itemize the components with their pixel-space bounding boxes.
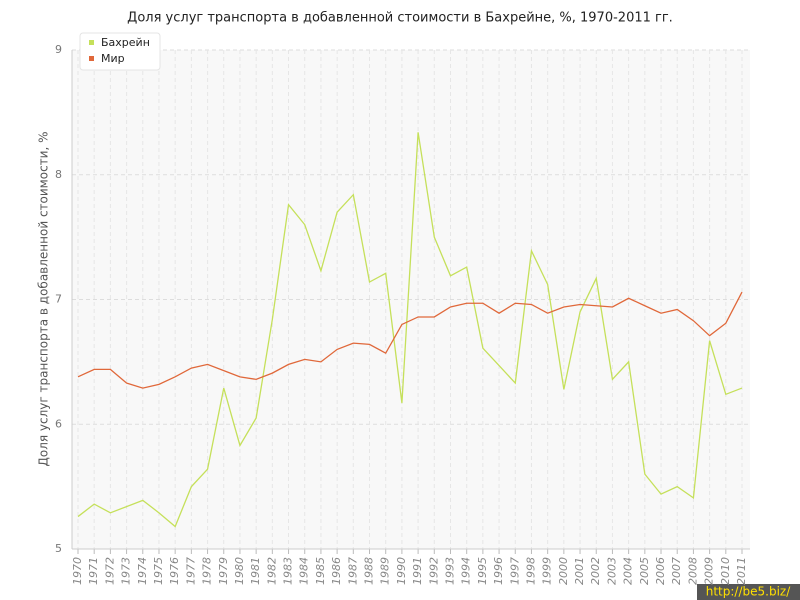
- x-tick-label: 1973: [120, 557, 133, 585]
- legend-label: Бахрейн: [101, 36, 150, 49]
- x-tick-label: 1987: [346, 557, 359, 585]
- x-tick-label: 1975: [152, 557, 165, 585]
- x-tick-label: 2003: [605, 557, 618, 585]
- x-tick-label: 1978: [201, 557, 214, 585]
- x-tick-label: 1979: [217, 557, 230, 585]
- legend-box: [79, 32, 161, 71]
- x-tick-label: 2004: [622, 557, 635, 585]
- x-tick-label: 1992: [427, 557, 440, 585]
- x-tick-label: 2000: [557, 557, 570, 585]
- x-tick-label: 2011: [735, 557, 748, 585]
- y-axis-label: Доля услуг транспорта в добавленной стои…: [37, 132, 51, 467]
- chart-title: Доля услуг транспорта в добавленной стои…: [127, 11, 673, 26]
- x-tick-label: 2010: [719, 557, 732, 585]
- x-tick-label: 1989: [379, 557, 392, 585]
- x-tick-label: 1999: [541, 557, 554, 585]
- x-tick-label: 1994: [460, 557, 473, 585]
- watermark-bg: [697, 584, 800, 600]
- x-tick-label: 2001: [573, 557, 586, 585]
- x-tick-label: 1972: [103, 557, 116, 585]
- y-tick-label: 9: [55, 43, 62, 56]
- x-tick-label: 1996: [492, 557, 505, 585]
- x-tick-label: 1997: [508, 557, 521, 585]
- x-tick-label: 2002: [589, 557, 602, 585]
- y-tick-label: 5: [55, 542, 62, 555]
- x-tick-label: 1995: [476, 557, 489, 585]
- x-tick-label: 1990: [395, 557, 408, 585]
- series-line: [77, 132, 743, 528]
- x-tick-label: 1971: [87, 557, 100, 585]
- legend-label: Мир: [101, 52, 125, 65]
- x-tick-label: 1970: [71, 557, 84, 585]
- y-tick-label: 7: [55, 293, 62, 306]
- x-tick-label: 1974: [136, 557, 149, 585]
- x-tick-label: 1981: [249, 557, 262, 585]
- x-tick-label: 1986: [330, 557, 343, 585]
- x-tick-label: 1988: [363, 557, 376, 585]
- x-tick-label: 1991: [411, 557, 424, 585]
- series-line: [77, 291, 743, 389]
- legend-swatch: [89, 40, 94, 45]
- x-tick-label: 2008: [686, 557, 699, 585]
- watermark: http://be5.biz/: [706, 585, 791, 599]
- x-tick-label: 1985: [314, 557, 327, 585]
- x-tick-label: 2007: [670, 557, 683, 585]
- y-tick-label: 8: [55, 168, 62, 181]
- x-tick-label: 1993: [443, 557, 456, 585]
- x-tick-label: 1976: [168, 557, 181, 585]
- x-tick-label: 1977: [184, 557, 197, 585]
- x-tick-label: 2009: [703, 557, 716, 585]
- x-tick-label: 2005: [638, 557, 651, 585]
- x-tick-label: 1998: [524, 557, 537, 585]
- x-tick-label: 1982: [265, 557, 278, 585]
- y-tick-label: 6: [55, 417, 62, 430]
- x-tick-label: 1980: [233, 557, 246, 585]
- x-tick-label: 1983: [282, 557, 295, 585]
- x-tick-label: 1984: [298, 557, 311, 585]
- legend-swatch: [89, 56, 94, 61]
- x-tick-label: 2006: [654, 557, 667, 585]
